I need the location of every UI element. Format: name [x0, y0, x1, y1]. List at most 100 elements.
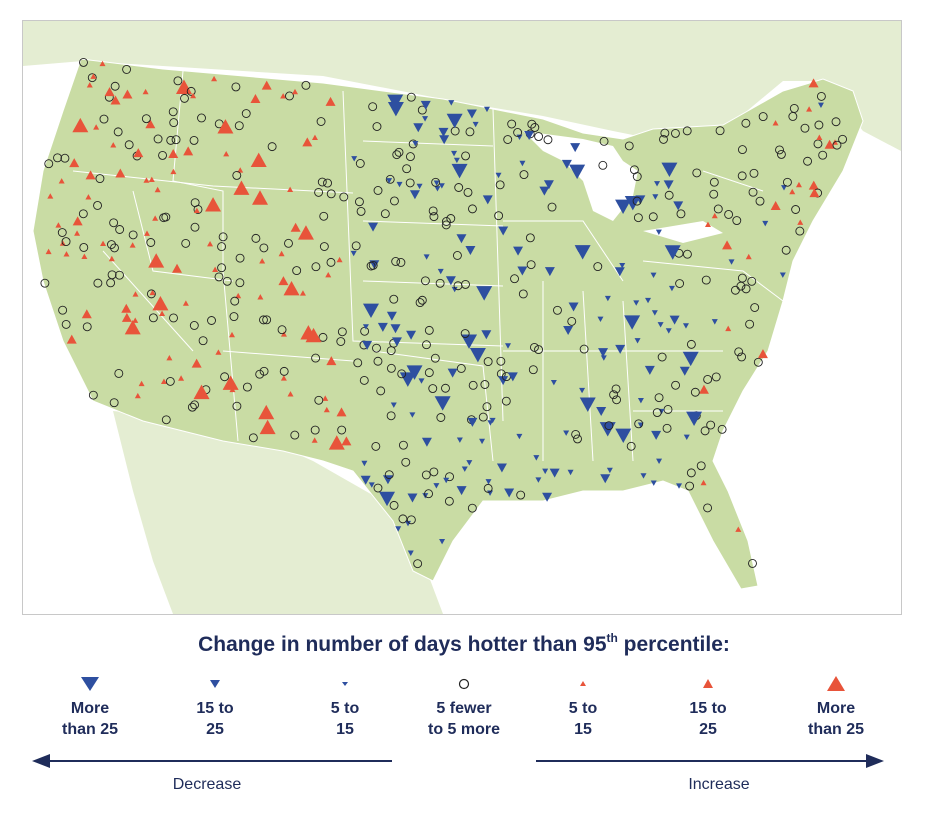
- station-neutral: [624, 141, 634, 151]
- station-neutral: [788, 112, 798, 121]
- station-decrease: [654, 181, 661, 187]
- station-neutral: [453, 281, 463, 291]
- station-decrease: [456, 234, 467, 244]
- station-neutral: [503, 135, 513, 144]
- station-neutral: [389, 294, 399, 304]
- us-map: [23, 21, 901, 614]
- station-markers: [40, 57, 848, 569]
- station-decrease: [418, 378, 425, 384]
- station-neutral: [384, 470, 394, 480]
- station-neutral: [110, 243, 119, 253]
- station-neutral: [255, 369, 265, 379]
- station-decrease: [406, 330, 417, 340]
- station-decrease: [533, 455, 540, 461]
- station-increase: [280, 375, 287, 381]
- station-neutral: [831, 117, 841, 127]
- station-neutral: [371, 441, 381, 451]
- station-increase: [81, 253, 88, 259]
- state-borders: [72, 70, 784, 462]
- station-neutral: [222, 276, 232, 286]
- station-decrease: [600, 355, 607, 361]
- station-decrease: [456, 437, 463, 443]
- station-neutral: [593, 262, 603, 272]
- station-neutral: [654, 393, 664, 403]
- station-neutral: [290, 430, 300, 440]
- station-increase: [287, 391, 294, 397]
- station-increase: [191, 358, 202, 368]
- station-decrease: [439, 538, 446, 545]
- station-neutral: [190, 198, 200, 208]
- station-increase: [69, 158, 80, 168]
- station-neutral: [652, 408, 662, 417]
- station-neutral: [372, 343, 381, 353]
- circle-icon: [458, 678, 470, 690]
- station-decrease: [467, 417, 478, 427]
- station-decrease: [391, 337, 402, 347]
- station-decrease: [451, 286, 458, 293]
- station-increase: [142, 88, 149, 95]
- station-neutral: [61, 237, 71, 247]
- station-increase: [326, 356, 337, 366]
- station-increase: [138, 380, 145, 387]
- station-increase: [212, 266, 219, 272]
- station-decrease: [637, 397, 644, 404]
- station-decrease: [412, 140, 419, 147]
- station-increase: [63, 251, 70, 257]
- station-decrease: [650, 272, 657, 278]
- station-decrease: [504, 488, 515, 498]
- station-increase: [182, 300, 189, 306]
- station-neutral: [107, 240, 116, 249]
- station-decrease: [633, 300, 640, 306]
- station-neutral: [231, 82, 241, 92]
- station-decrease: [575, 246, 582, 253]
- station-neutral: [626, 441, 636, 451]
- station-decrease: [498, 226, 509, 236]
- station-neutral: [441, 220, 451, 230]
- station-neutral: [168, 107, 178, 117]
- station-decrease: [644, 365, 655, 375]
- station-neutral: [161, 415, 171, 425]
- station-neutral: [795, 226, 805, 236]
- station-neutral: [571, 429, 581, 439]
- station-neutral: [319, 211, 329, 221]
- station-decrease: [563, 326, 574, 336]
- map-frame: [22, 20, 902, 615]
- station-decrease: [489, 417, 496, 424]
- station-neutral: [461, 151, 471, 161]
- station-neutral: [717, 424, 727, 434]
- station-decrease: [516, 433, 523, 440]
- station-decrease: [495, 172, 502, 179]
- station-decrease: [640, 473, 647, 479]
- station-neutral: [406, 515, 416, 525]
- station-decrease: [496, 463, 507, 473]
- station-increase: [72, 216, 83, 226]
- station-increase: [287, 186, 294, 193]
- station-neutral: [336, 337, 346, 346]
- station-neutral: [634, 419, 644, 429]
- station-neutral: [235, 253, 245, 263]
- station-increase: [280, 93, 287, 99]
- station-neutral: [703, 503, 713, 513]
- station-increase: [297, 225, 314, 240]
- station-decrease: [379, 491, 396, 507]
- station-neutral: [148, 313, 158, 323]
- station-neutral: [402, 164, 412, 174]
- station-decrease: [598, 348, 609, 358]
- station-neutral: [755, 196, 765, 206]
- station-neutral: [525, 233, 535, 243]
- station-increase: [133, 148, 144, 158]
- station-neutral: [82, 322, 92, 332]
- station-neutral: [781, 245, 791, 255]
- station-neutral: [161, 212, 171, 222]
- station-increase: [134, 392, 141, 399]
- station-neutral: [79, 243, 89, 252]
- station-neutral: [277, 325, 287, 335]
- station-neutral: [386, 411, 396, 421]
- station-decrease: [413, 123, 424, 133]
- station-neutral: [214, 272, 224, 282]
- station-neutral: [567, 316, 577, 326]
- station-increase: [58, 178, 65, 184]
- great-lakes: [523, 131, 638, 221]
- station-neutral: [351, 241, 361, 251]
- station-neutral: [232, 170, 242, 180]
